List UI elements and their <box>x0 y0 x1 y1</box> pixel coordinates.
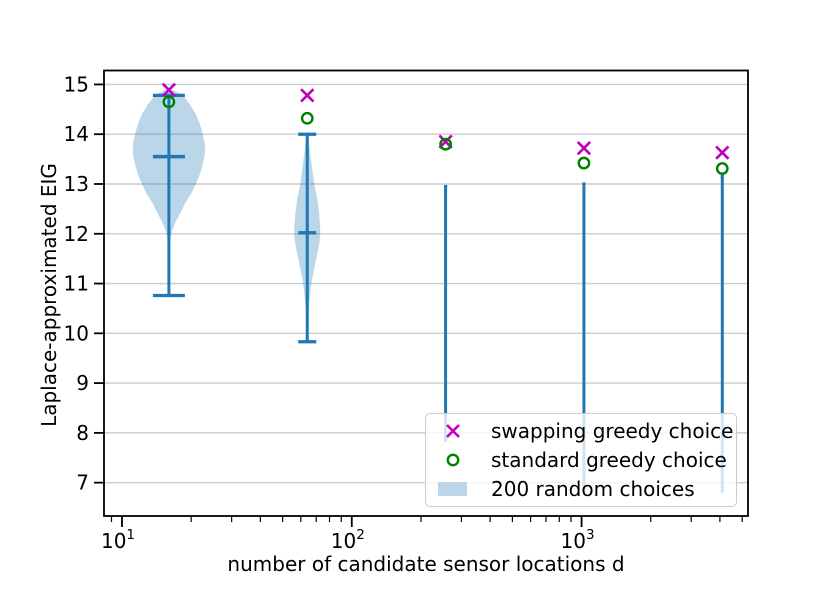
violin-patch-icon <box>435 479 471 499</box>
swapping-greedy-marker <box>576 141 592 156</box>
x-marker-icon <box>435 421 471 441</box>
y-tick-label: 13 <box>64 172 89 196</box>
y-tick-label: 12 <box>64 222 89 246</box>
legend: swapping greedy choice standard greedy c… <box>425 413 737 507</box>
y-axis-label: Laplace-approximated EIG <box>37 163 61 427</box>
standard-greedy-marker <box>300 111 314 125</box>
swapping-greedy-marker <box>715 145 730 160</box>
x-tick-label: 101 <box>101 527 135 553</box>
standard-greedy-marker <box>715 162 729 175</box>
legend-entry-standard-greedy: standard greedy choice <box>435 446 730 475</box>
y-tick-label: 11 <box>64 272 89 296</box>
legend-label-swapping-greedy: swapping greedy choice <box>491 419 734 444</box>
standard-greedy-marker <box>577 156 591 170</box>
swapping-greedy-marker <box>300 88 315 103</box>
y-tick-label: 15 <box>64 72 89 96</box>
y-tick-label: 10 <box>64 321 89 345</box>
legend-entry-random-choices: 200 random choices <box>435 474 730 503</box>
legend-label-random-choices: 200 random choices <box>491 476 695 501</box>
legend-label-standard-greedy: standard greedy choice <box>491 448 727 472</box>
y-tick-label: 9 <box>76 371 89 395</box>
x-axis-label: number of candidate sensor locations d <box>227 552 625 576</box>
circle-marker-icon <box>435 450 471 470</box>
x-tick-label: 103 <box>561 527 595 553</box>
axes-spines <box>103 69 749 517</box>
y-tick-label: 8 <box>76 421 89 445</box>
standard-greedy-marker <box>439 137 452 151</box>
legend-entry-swapping-greedy: swapping greedy choice <box>435 417 734 446</box>
swapping-greedy-marker <box>161 82 177 98</box>
y-tick-label: 7 <box>76 471 89 495</box>
standard-greedy-marker <box>162 95 176 109</box>
y-tick-label: 14 <box>64 122 89 146</box>
x-tick-label: 102 <box>331 527 365 553</box>
